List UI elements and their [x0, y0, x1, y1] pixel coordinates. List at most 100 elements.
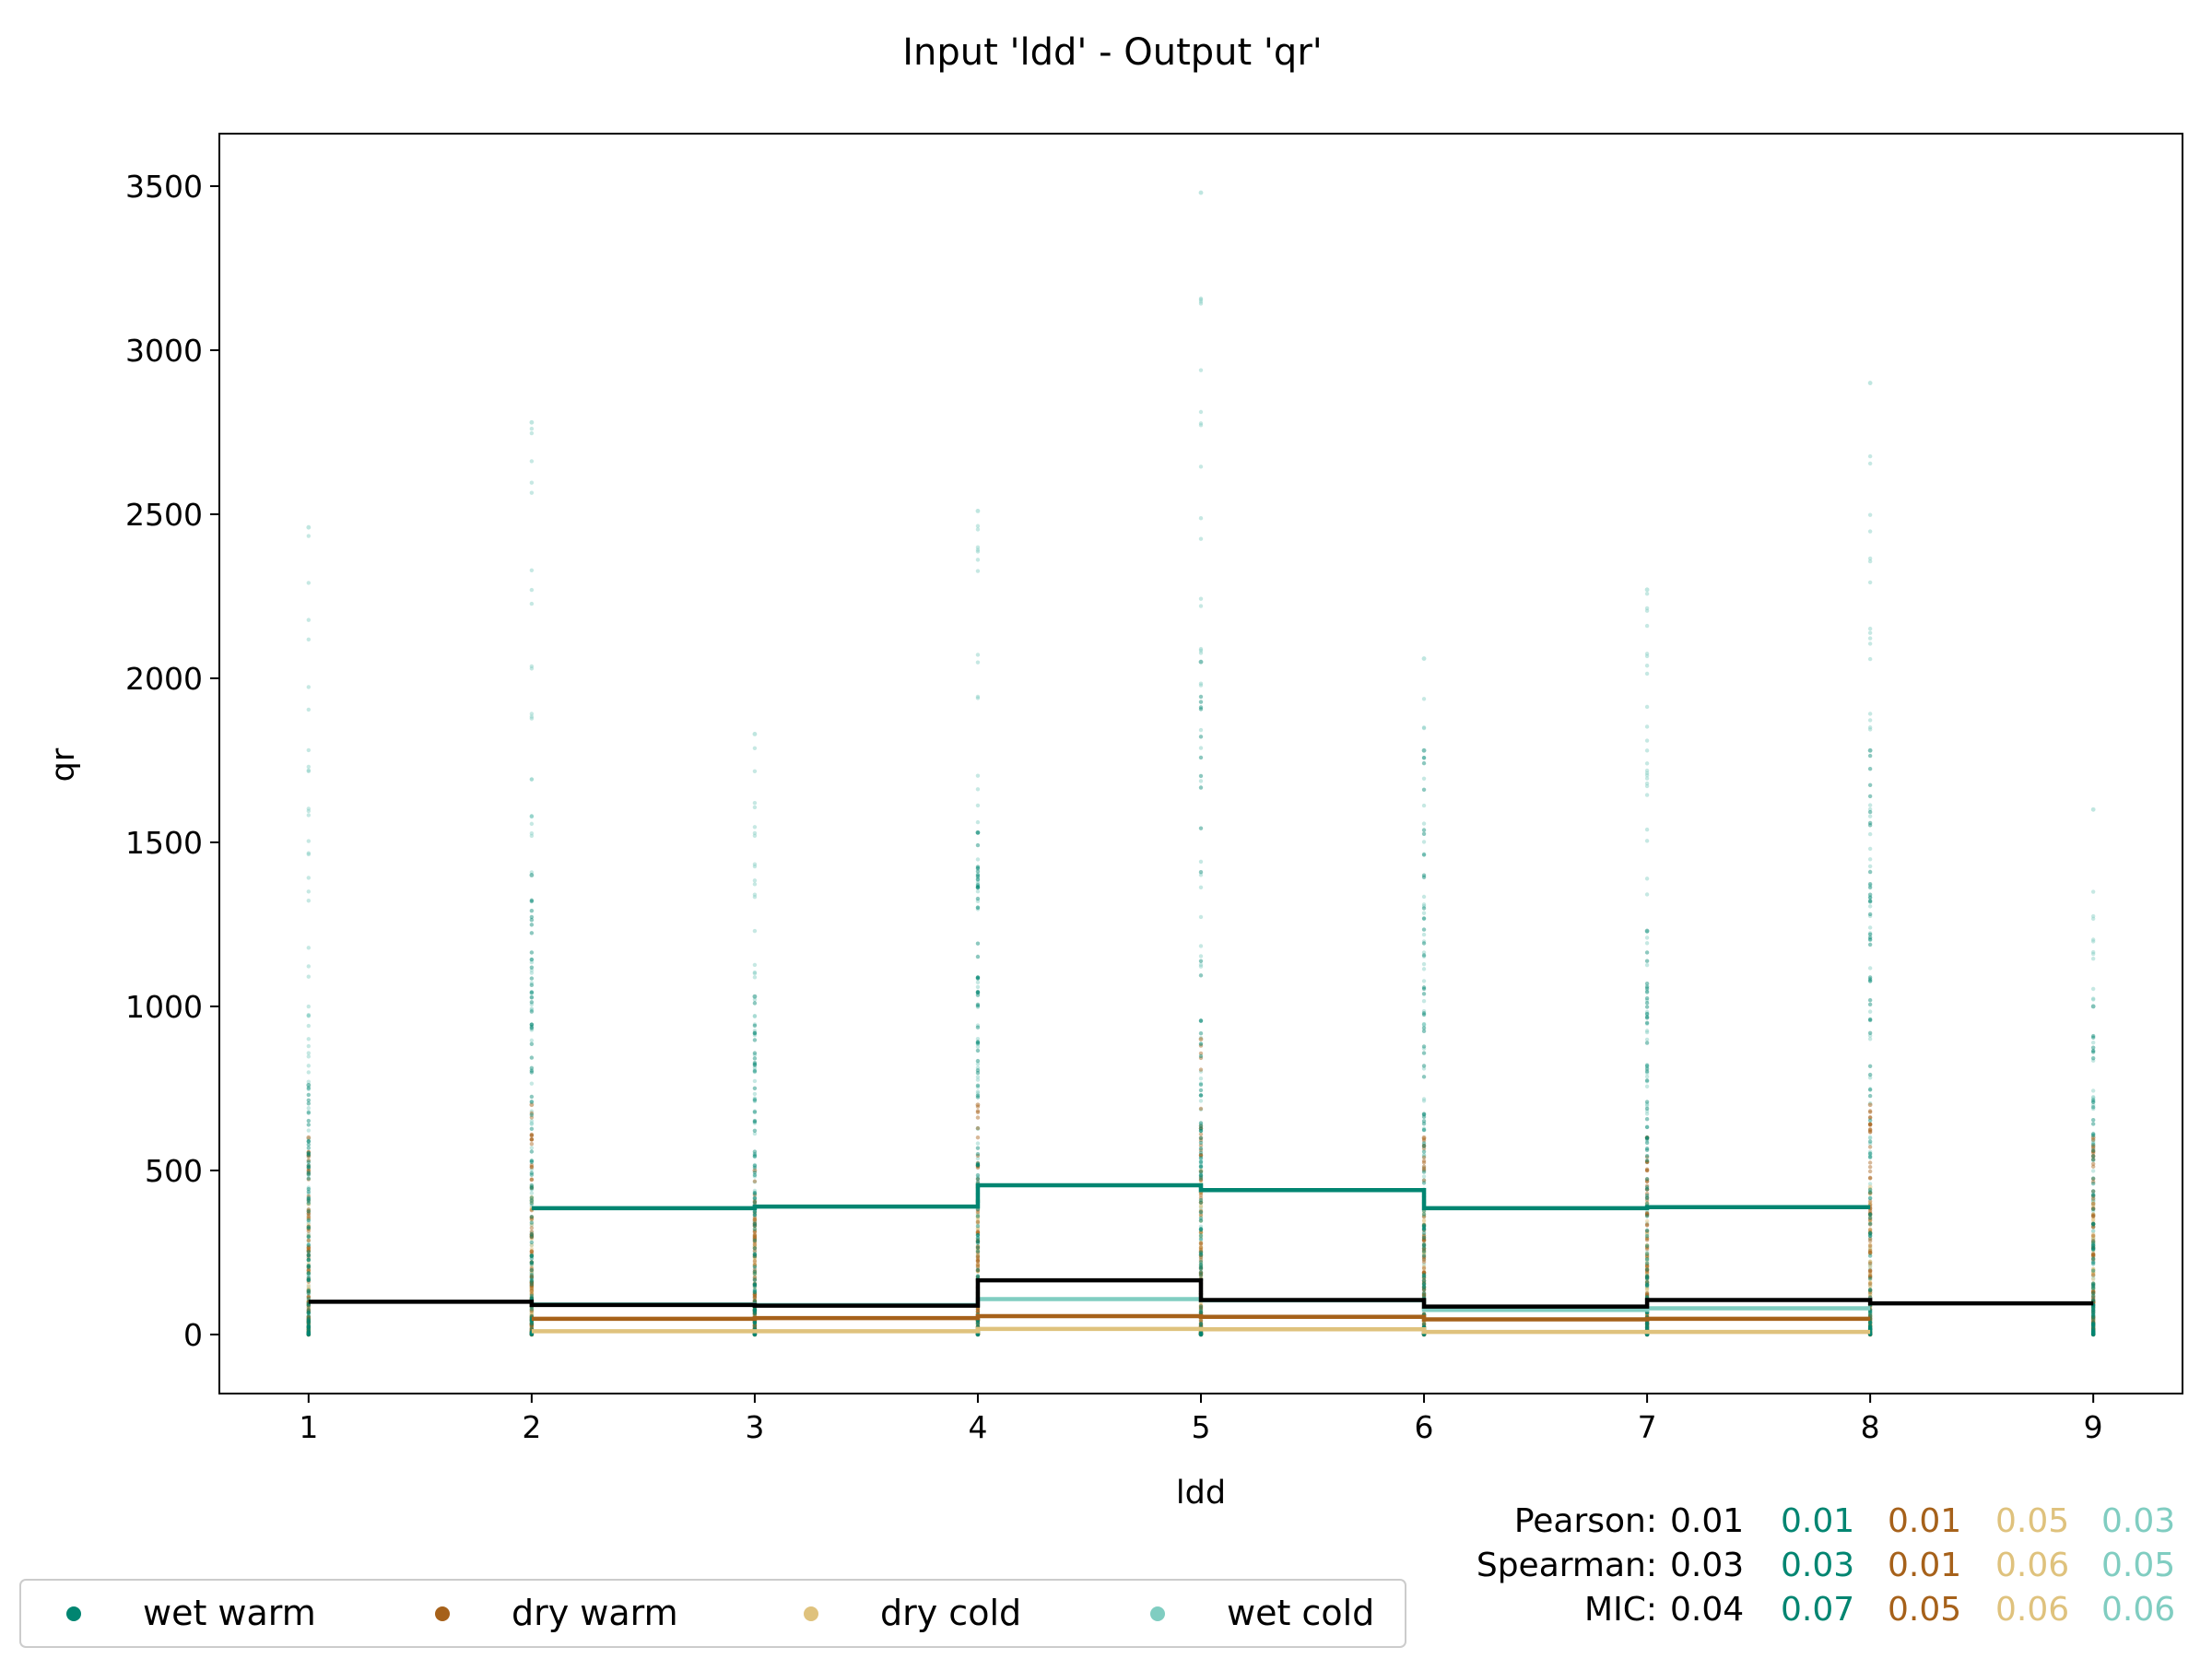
- point-wet-warm: [752, 1265, 758, 1269]
- point-dry-cold: [1198, 1230, 1204, 1235]
- point-dry-warm: [306, 1331, 312, 1336]
- point-wet-warm: [975, 1025, 981, 1030]
- point-dry-warm: [306, 1332, 312, 1337]
- point-wet-cold: [306, 974, 312, 979]
- point-dry-cold: [1198, 1330, 1204, 1335]
- point-dry-cold: [752, 1332, 758, 1336]
- point-dry-cold: [2090, 1241, 2096, 1245]
- point-dry-warm: [306, 1197, 312, 1203]
- point-dry-cold: [1867, 1277, 1873, 1282]
- point-dry-warm: [1867, 1269, 1873, 1274]
- point-wet-warm: [752, 1170, 758, 1175]
- point-dry-cold: [529, 1295, 535, 1300]
- point-dry-cold: [529, 1242, 535, 1248]
- point-wet-cold: [1198, 1332, 1204, 1336]
- point-wet-warm: [2090, 1314, 2096, 1320]
- point-wet-warm: [306, 1138, 312, 1144]
- point-wet-cold: [1644, 1250, 1650, 1254]
- point-dry-cold: [2090, 1318, 2096, 1324]
- point-wet-cold: [752, 1154, 758, 1159]
- point-dry-cold: [1421, 1241, 1427, 1246]
- point-dry-cold: [2090, 1219, 2096, 1224]
- point-wet-cold: [975, 1232, 981, 1237]
- point-dry-cold: [529, 1237, 535, 1241]
- point-dry-warm: [1644, 1179, 1650, 1184]
- point-dry-warm: [1644, 1168, 1650, 1173]
- point-wet-warm: [529, 1009, 535, 1014]
- point-dry-cold: [2090, 1332, 2096, 1336]
- point-wet-cold: [1867, 1087, 1873, 1091]
- point-dry-cold: [306, 1330, 312, 1335]
- point-dry-cold: [306, 1226, 312, 1231]
- point-dry-cold: [1644, 1312, 1650, 1317]
- point-dry-cold: [2090, 1326, 2096, 1332]
- point-dry-warm: [306, 1216, 312, 1220]
- point-wet-cold: [1421, 1178, 1427, 1182]
- point-dry-cold: [1867, 1220, 1873, 1225]
- point-dry-cold: [752, 1262, 758, 1267]
- point-wet-cold: [1421, 1046, 1427, 1051]
- point-wet-warm: [1198, 1227, 1204, 1231]
- point-wet-warm: [1421, 1114, 1427, 1120]
- point-wet-cold: [2090, 1139, 2096, 1144]
- point-dry-warm: [1867, 1243, 1873, 1248]
- point-wet-warm: [2090, 1004, 2096, 1009]
- point-wet-cold: [1867, 1273, 1873, 1278]
- point-dry-warm: [752, 1232, 758, 1237]
- point-dry-warm: [1421, 1160, 1427, 1165]
- point-dry-warm: [752, 1282, 758, 1288]
- point-dry-cold: [2090, 1270, 2096, 1275]
- point-wet-warm: [1867, 794, 1873, 799]
- point-dry-warm: [1421, 1259, 1427, 1265]
- point-dry-cold: [1867, 1312, 1873, 1317]
- point-wet-warm: [1867, 782, 1873, 787]
- point-dry-cold: [1198, 1230, 1204, 1235]
- point-wet-cold: [752, 769, 758, 773]
- point-dry-cold: [306, 1286, 312, 1290]
- point-dry-cold: [752, 1324, 758, 1328]
- point-dry-cold: [529, 1292, 535, 1297]
- point-wet-cold: [306, 1317, 312, 1322]
- point-wet-cold: [529, 1122, 535, 1126]
- point-dry-cold: [1644, 1267, 1650, 1272]
- point-dry-warm: [752, 1193, 758, 1197]
- point-dry-cold: [306, 1328, 312, 1334]
- point-wet-cold: [752, 746, 758, 750]
- point-wet-cold: [1198, 409, 1204, 415]
- point-wet-cold: [1421, 1281, 1427, 1286]
- point-dry-cold: [752, 1322, 758, 1326]
- point-wet-cold: [752, 1323, 758, 1328]
- point-wet-cold: [752, 997, 758, 1002]
- point-dry-warm: [975, 1230, 981, 1235]
- point-dry-warm: [529, 1322, 535, 1326]
- point-wet-cold: [306, 1325, 312, 1330]
- point-wet-warm: [1421, 992, 1427, 996]
- point-wet-cold: [1198, 301, 1204, 306]
- point-wet-warm: [1867, 869, 1873, 875]
- point-dry-warm: [529, 1136, 535, 1142]
- point-wet-cold: [975, 1236, 981, 1241]
- point-dry-warm: [306, 1314, 312, 1320]
- point-wet-cold: [1198, 1218, 1204, 1224]
- point-wet-cold: [1421, 902, 1427, 907]
- point-wet-cold: [1198, 421, 1204, 426]
- point-wet-cold: [1198, 1332, 1204, 1337]
- point-wet-cold: [752, 1091, 758, 1097]
- point-dry-warm: [306, 1154, 312, 1159]
- stats-value: 0.01: [1781, 1502, 1854, 1540]
- point-wet-cold: [1867, 1154, 1873, 1159]
- point-dry-cold: [1644, 1285, 1650, 1289]
- point-dry-cold: [306, 1270, 312, 1275]
- point-dry-warm: [975, 1255, 981, 1260]
- point-wet-cold: [1644, 748, 1650, 753]
- point-wet-cold: [1421, 1152, 1427, 1158]
- y-tick-label: 1500: [125, 825, 203, 861]
- point-wet-cold: [1421, 950, 1427, 955]
- point-dry-warm: [1421, 1242, 1427, 1248]
- x-tick-label: 8: [1861, 1409, 1880, 1445]
- point-wet-warm: [306, 1310, 312, 1314]
- point-wet-cold: [1421, 821, 1427, 826]
- point-wet-warm: [752, 1200, 758, 1206]
- point-dry-cold: [2090, 1332, 2096, 1337]
- point-wet-cold: [306, 1272, 312, 1277]
